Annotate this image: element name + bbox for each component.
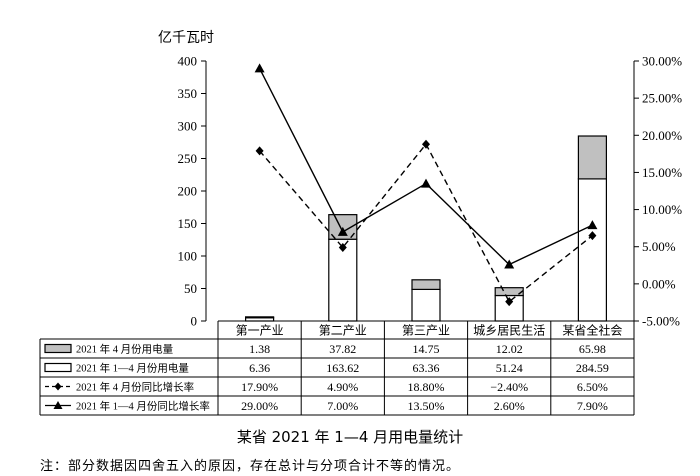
left-axis-tick-label: 150 — [178, 216, 198, 231]
table-cell-value: 2.60% — [494, 399, 525, 413]
left-axis-tick-label: 200 — [178, 184, 198, 199]
category-label: 第三产业 — [402, 324, 450, 338]
axes: 亿千瓦时 400 350 300 250 200 150 100 50 0 30.00% 25.00%… — [158, 30, 682, 329]
category-label: 第二产业 — [319, 324, 367, 338]
table-cell-value: 18.80% — [408, 380, 445, 394]
april-growth-point — [588, 231, 597, 241]
jan-apr-growth-point — [254, 63, 265, 73]
right-axis-tick-label: 15.00% — [642, 165, 682, 180]
category-label: 某省全社会 — [562, 323, 622, 338]
bar-april — [245, 316, 275, 319]
table-cell-value: 7.90% — [577, 399, 608, 413]
left-axis-tick-label: 350 — [178, 86, 198, 101]
right-axis-tick-label: -5.00% — [642, 314, 680, 329]
table-cell-value: 1.38 — [249, 342, 270, 356]
jan-apr-growth-point — [337, 226, 348, 236]
jan-apr-growth-line — [258, 68, 593, 266]
data-table: 第一产业 第二产业 第三产业 城乡居民生活 某省全社会 2021 年 4 月份用电量 1.3… — [39, 320, 635, 416]
legend-marker — [53, 401, 63, 409]
left-axis-tick-label: 0 — [191, 314, 198, 329]
right-axis-tick-label: 30.00% — [642, 54, 682, 69]
footnote: 注：部分数据因四舍五入的原因，存在总计与分项合计不等的情况。 — [40, 459, 461, 474]
legend-label: 2021 年 4 月份用电量 — [76, 343, 174, 356]
right-axis-tick-label: 5.00% — [642, 239, 676, 254]
left-axis-unit: 亿千瓦时 — [158, 30, 214, 46]
left-axis-tick-label: 100 — [178, 249, 198, 264]
left-axis-tick-label: 300 — [178, 119, 198, 134]
table-cell-value: 17.90% — [241, 380, 278, 394]
bars — [245, 135, 608, 322]
legend-label: 2021 年 1—4 月份同比增长率 — [76, 400, 210, 413]
bar-april — [411, 279, 441, 291]
bar-jan-apr — [577, 178, 608, 322]
left-axis-tick-label: 250 — [178, 151, 198, 166]
lines — [254, 63, 598, 307]
jan-apr-growth-point — [421, 178, 431, 188]
table-cell-value: 6.36 — [249, 361, 270, 375]
right-axis-tick-label: 25.00% — [642, 91, 682, 106]
april-growth-point — [338, 242, 347, 252]
table-cell-value: 4.90% — [327, 380, 358, 394]
category-label: 城乡居民生活 — [473, 324, 545, 338]
table-cell-value: 284.59 — [576, 361, 609, 375]
table-cell-value: 51.24 — [496, 361, 523, 375]
april-growth-point — [505, 297, 514, 307]
jan-apr-growth-point — [587, 220, 598, 230]
left-axis-tick-label: 400 — [178, 54, 198, 69]
table-cell-value: 12.02 — [496, 342, 523, 356]
table-cell-value: 14.75 — [413, 342, 440, 356]
category-label: 第一产业 — [236, 324, 284, 338]
table-cell-value: 163.62 — [326, 361, 359, 375]
table-cell-value: 63.36 — [413, 361, 440, 375]
chart-title: 某省 2021 年 1—4 月用电量统计 — [236, 428, 464, 446]
table-cell-value: −2.40% — [490, 380, 528, 394]
legend-label: 2021 年 4 月份同比增长率 — [76, 381, 194, 394]
right-axis-tick-label: 20.00% — [642, 128, 682, 143]
table-cell-value: 6.50% — [577, 380, 608, 394]
bar-april — [494, 287, 524, 297]
legend-swatch — [44, 362, 72, 373]
legend-marker — [54, 382, 62, 391]
april-growth-point — [255, 146, 264, 156]
jan-apr-growth-point — [504, 259, 515, 269]
left-axis-tick-label: 50 — [184, 281, 197, 296]
table-cell-value: 13.50% — [408, 399, 445, 413]
bar-april — [577, 135, 608, 180]
legend-label: 2021 年 1—4 月份用电量 — [76, 362, 189, 375]
right-axis-tick-label: 10.00% — [642, 202, 682, 217]
right-axis-tick-label: 0.00% — [642, 276, 676, 291]
legend-swatch — [44, 343, 72, 354]
table-cell-value: 37.82 — [329, 342, 356, 356]
table-cell-value: 65.98 — [579, 342, 606, 356]
table-cell-value: 7.00% — [327, 399, 358, 413]
april-growth-point — [422, 139, 430, 149]
table-cell-value: 29.00% — [241, 399, 278, 413]
bar-jan-apr — [411, 288, 441, 322]
